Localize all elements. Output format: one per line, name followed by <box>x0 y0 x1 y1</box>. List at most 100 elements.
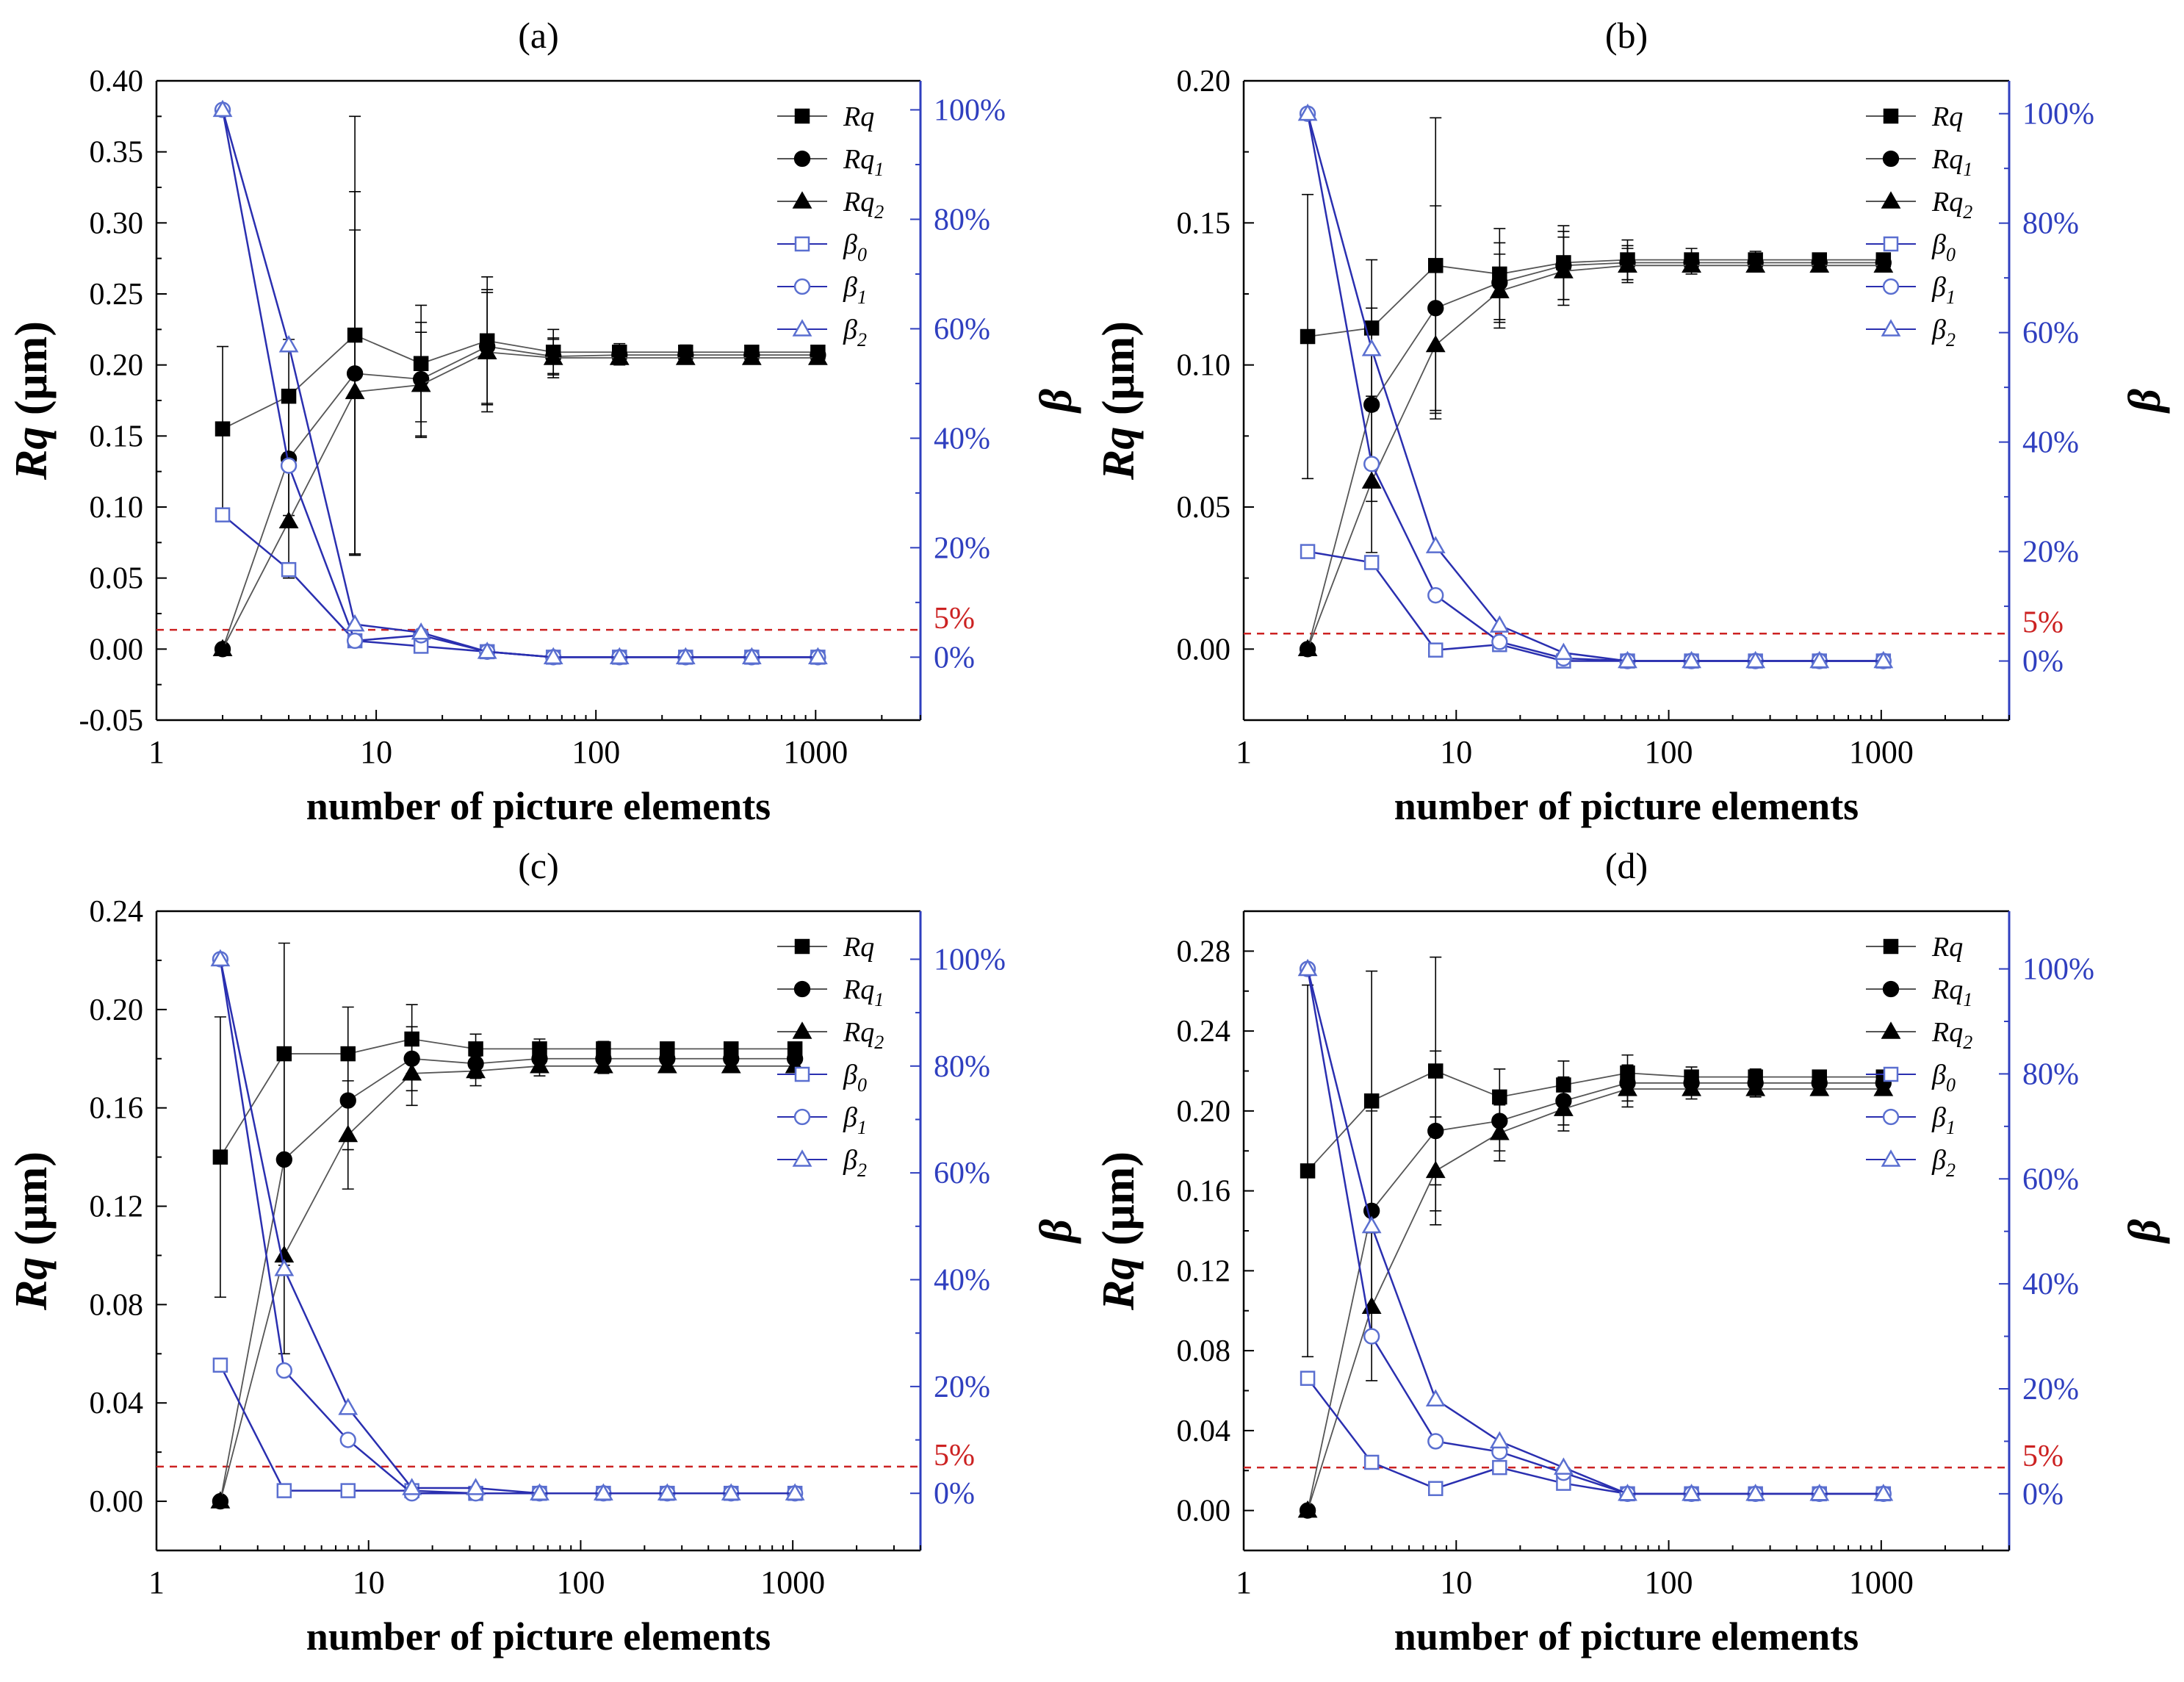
data-point <box>1425 536 1446 553</box>
series-Rq1 <box>212 1026 804 1510</box>
data-point <box>807 348 828 365</box>
legend-label-base: β <box>843 1145 857 1176</box>
data-point <box>657 1483 677 1500</box>
series-Rq2 <box>212 229 828 657</box>
legend-label: β1 <box>843 272 867 308</box>
y-tick-label: 0.20 <box>90 349 144 383</box>
series-line <box>220 1057 796 1502</box>
legend-label-sub: 2 <box>1963 1032 1972 1053</box>
y-tick-label: 0.08 <box>90 1288 144 1322</box>
x-tick-label: 100 <box>1645 734 1693 770</box>
data-point <box>411 622 431 640</box>
data-point <box>1809 255 1830 273</box>
data-point <box>1745 255 1766 273</box>
data-point <box>345 381 365 400</box>
right-tick-label: 40% <box>2022 426 2079 460</box>
data-point <box>1300 1163 1316 1179</box>
x-tick-label: 10 <box>1440 734 1472 770</box>
y-tick-label: 0.05 <box>90 562 144 596</box>
y-tick-label: 0.10 <box>1177 349 1231 383</box>
y-tick-label: 0.16 <box>1177 1175 1231 1209</box>
x-axis-title: number of picture elements <box>1394 1614 1859 1658</box>
series-line <box>220 1038 796 1158</box>
data-point <box>1554 1457 1574 1475</box>
data-point <box>1427 1433 1444 1450</box>
legend-marker <box>1881 1021 1901 1039</box>
x-axis-title: number of picture elements <box>306 784 771 828</box>
legend-label-base: β <box>1931 315 1946 345</box>
legend-label: β1 <box>1931 1102 1956 1138</box>
data-point <box>1618 1079 1637 1096</box>
y-tick-label: 0.15 <box>1177 206 1231 240</box>
x-tick-label: 1000 <box>1849 1564 1914 1600</box>
right-tick-label: 20% <box>2022 536 2079 569</box>
series-Rq2 <box>1297 236 1894 657</box>
data-point <box>1492 1459 1507 1476</box>
legend-marker <box>1883 1066 1899 1082</box>
right-tick-label: 40% <box>934 1264 990 1298</box>
y-axis-title: Rq (μm) <box>1094 1151 1144 1311</box>
legend-marker <box>1882 980 1900 998</box>
legend-label-sub: 1 <box>1963 159 1972 180</box>
legend-label-sub: 2 <box>1946 329 1956 351</box>
data-point <box>657 1056 677 1074</box>
legend-label-base: β <box>1931 1102 1946 1133</box>
legend-label-sub: 0 <box>857 244 867 265</box>
legend-marker <box>1882 1108 1900 1126</box>
x-tick-label: 1000 <box>760 1564 825 1600</box>
legend-label: β2 <box>843 315 867 351</box>
data-point <box>1300 328 1316 345</box>
legend-label-base: β <box>843 1060 857 1090</box>
data-point <box>1361 339 1382 356</box>
y-tick-label: 0.04 <box>1177 1415 1231 1448</box>
series-line <box>1307 550 1884 662</box>
right-tick-label: 20% <box>934 1370 990 1404</box>
series-β0 <box>1300 544 1892 669</box>
y-tick-label: 0.10 <box>90 491 144 525</box>
legend-label: Rq1 <box>1931 974 1972 1010</box>
data-point <box>1745 650 1766 669</box>
data-point <box>215 507 231 522</box>
data-point <box>1873 1484 1894 1501</box>
right-tick-label: 100% <box>2022 98 2094 132</box>
data-point <box>609 647 630 665</box>
x-tick-label: 1000 <box>1849 734 1914 770</box>
data-point <box>278 511 299 529</box>
threshold-label: 5% <box>934 602 975 636</box>
y-tick-label: 0.15 <box>90 420 144 453</box>
data-point <box>276 1483 292 1498</box>
series-line <box>1307 1088 1884 1511</box>
data-point <box>1297 103 1318 121</box>
data-point <box>210 1491 231 1509</box>
legend-label-base: Rq <box>1931 101 1963 132</box>
legend-label: Rq2 <box>1931 187 1972 223</box>
legend-label: β0 <box>843 1060 867 1096</box>
legend-label: Rq1 <box>843 144 884 180</box>
data-point <box>466 1478 486 1495</box>
data-point <box>338 1124 358 1143</box>
right-axis-title: β <box>1031 1219 1081 1244</box>
y-tick-label: 0.16 <box>90 1092 144 1126</box>
legend-label: β2 <box>1931 1145 1956 1181</box>
legend-label: Rq <box>843 101 874 132</box>
data-point <box>593 1056 613 1074</box>
legend-label-sub: 2 <box>857 1160 867 1181</box>
right-tick-label: 60% <box>2022 317 2079 351</box>
x-axis-title: number of picture elements <box>1394 784 1859 828</box>
series-β2 <box>212 99 828 665</box>
legend-label-sub: 2 <box>874 1032 884 1053</box>
data-point <box>402 1063 422 1081</box>
x-tick-label: 1 <box>148 734 165 770</box>
legend-marker <box>792 319 812 337</box>
data-point <box>593 1483 613 1500</box>
legend-label: β2 <box>843 1145 867 1181</box>
series-line <box>222 345 818 650</box>
right-tick-label: 80% <box>934 1050 990 1084</box>
right-axis-title: β <box>2120 1219 2170 1244</box>
series-β2 <box>1297 103 1894 669</box>
data-point <box>1682 650 1701 669</box>
legend-label: Rq1 <box>1931 144 1972 180</box>
